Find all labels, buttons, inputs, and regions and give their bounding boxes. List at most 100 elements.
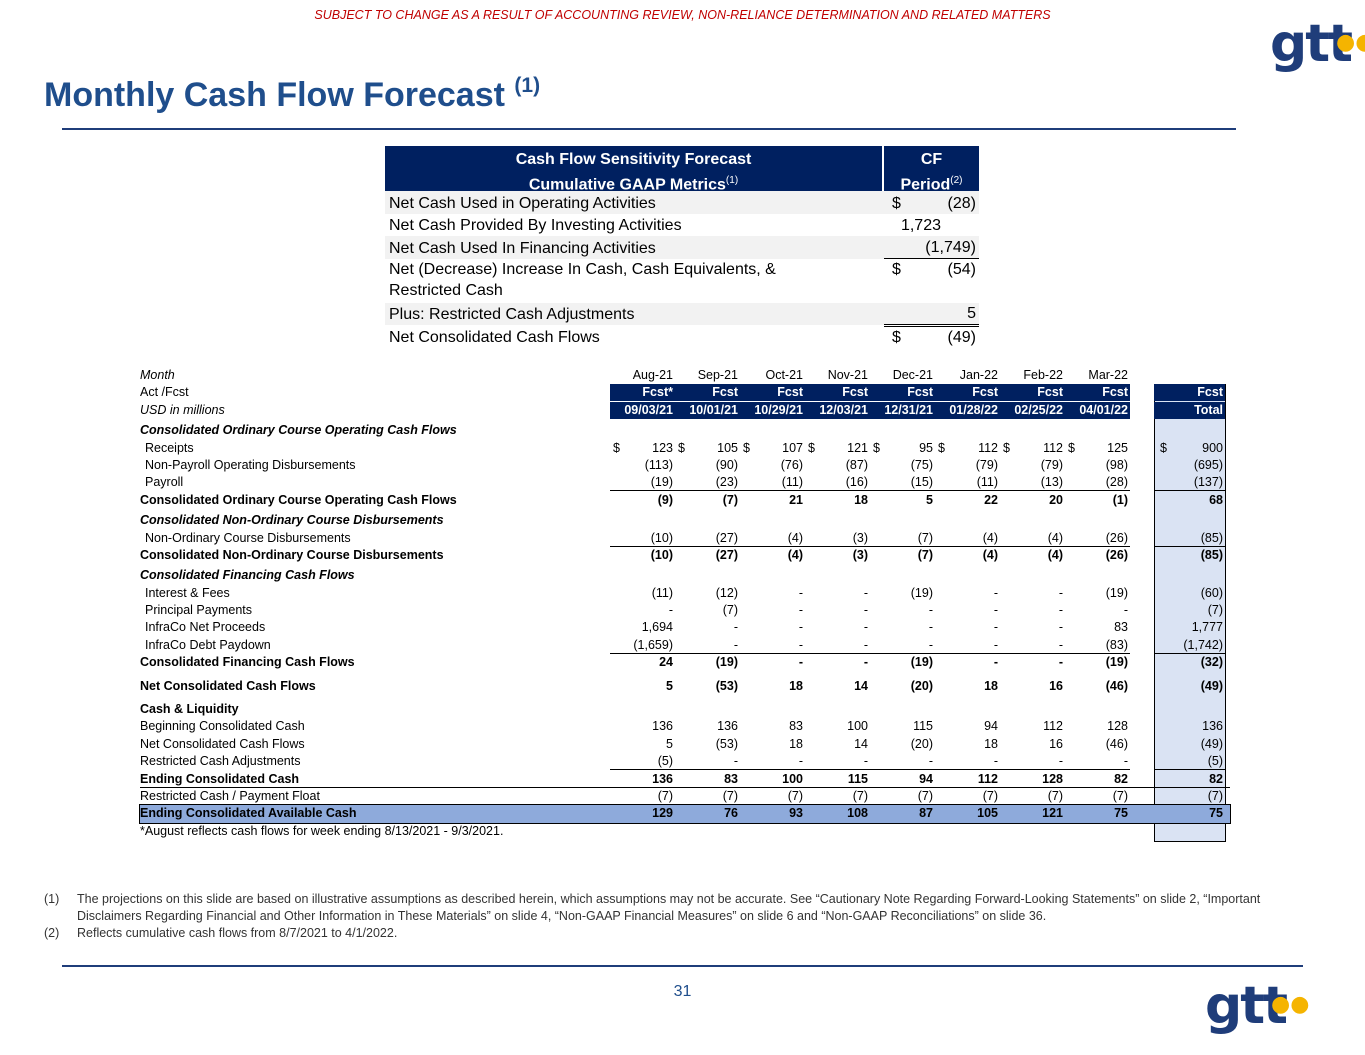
- date-label: 12/31/21: [870, 401, 935, 419]
- value-text: (4): [787, 530, 803, 545]
- value-text: (7): [917, 530, 933, 545]
- footer-divider: [62, 965, 1303, 967]
- value-text: 16: [1049, 678, 1063, 693]
- footnote-text: Reflects cumulative cash flows from 8/7/…: [77, 926, 398, 940]
- date-label: 12/03/21: [805, 401, 870, 419]
- cell-value: -: [870, 619, 935, 636]
- value-text: 5: [926, 492, 933, 507]
- value-text: (10): [650, 547, 673, 562]
- value-text: 83: [724, 771, 738, 786]
- cell-value: -: [935, 637, 1000, 654]
- cell-value: (46): [1065, 736, 1130, 753]
- row-label: *August reflects cash flows for week end…: [140, 823, 504, 838]
- table-row: InfraCo Debt Paydown (1,659) - - - - - - (83) (1,…: [140, 637, 1230, 654]
- cell-value: -: [675, 753, 740, 771]
- sensitivity-label: Net (Decrease) Increase In Cash, Cash Eq…: [389, 260, 776, 299]
- value-text: (7): [1047, 788, 1063, 803]
- value-text: 115: [913, 719, 933, 734]
- value-text: (4): [982, 547, 998, 562]
- sensitivity-value: $ (49): [884, 325, 979, 348]
- row-label: Net Consolidated Cash Flows: [140, 678, 316, 693]
- gtt-logo-top: gtt ●●: [1270, 18, 1365, 70]
- value-text: (113): [644, 457, 673, 472]
- cell-value: -: [740, 753, 805, 771]
- type-label: Fcst: [740, 384, 805, 402]
- cell-value: 136: [675, 718, 740, 735]
- cell-value: (7): [870, 530, 935, 547]
- value-text: (83): [1105, 637, 1128, 652]
- total-value: (85): [1154, 547, 1225, 564]
- dollar-sign: $: [892, 194, 901, 212]
- dollar-sign: $: [1068, 440, 1075, 455]
- cell-value: 105: [935, 805, 1000, 822]
- cell-value: (4): [740, 530, 805, 547]
- cell-value: (10): [610, 530, 675, 547]
- value-text: 112: [1043, 440, 1063, 455]
- value-text: (11): [976, 475, 998, 490]
- value-text: 76: [724, 806, 738, 821]
- value-text: -: [1058, 585, 1063, 600]
- total-value: 1,777: [1154, 619, 1225, 636]
- cell-value: (7): [675, 602, 740, 619]
- cell-value: 112: [935, 771, 1000, 788]
- cell-value: -: [935, 654, 1000, 671]
- type-label: Fcst*: [610, 384, 675, 402]
- value-text: (75): [910, 457, 933, 472]
- sensitivity-row: Plus: Restricted Cash Adjustments 5: [385, 302, 979, 325]
- cell-value: (13): [1000, 474, 1065, 492]
- dollar-sign: $: [1003, 440, 1010, 455]
- total-value: 82: [1154, 771, 1225, 788]
- value-text: -: [1058, 620, 1063, 635]
- title-divider: [62, 128, 1236, 130]
- value-text: -: [863, 620, 868, 635]
- value-text: 900: [1202, 440, 1223, 455]
- row-label: USD in millions: [140, 402, 225, 417]
- cell-value: 21: [740, 492, 805, 509]
- cell-value: (7): [1000, 788, 1065, 805]
- logo-dots: ●●: [1271, 992, 1310, 1017]
- total-value: 68: [1154, 492, 1225, 509]
- period-note: (2): [950, 175, 963, 186]
- cell-value: (5): [610, 753, 675, 771]
- total-value: (60): [1154, 585, 1225, 602]
- subtotal-row: Consolidated Ordinary Course Operating C…: [140, 492, 1230, 509]
- period-line2: Period: [900, 176, 951, 194]
- value-text: (1,659): [633, 637, 673, 652]
- value-text: -: [863, 637, 868, 652]
- sensitivity-header: Cash Flow Sensitivity Forecast Cumulativ…: [385, 146, 979, 194]
- cell-value: 115: [805, 771, 870, 788]
- cell-value: (26): [1065, 547, 1130, 564]
- value-text: (19): [650, 475, 673, 490]
- cell-value: 5: [870, 492, 935, 509]
- value-text: (49): [947, 328, 976, 346]
- date-label: 02/25/22: [1000, 401, 1065, 419]
- cell-value: (9): [610, 492, 675, 509]
- row-label: Restricted Cash / Payment Float: [140, 788, 320, 803]
- value-text: -: [863, 754, 868, 769]
- value-text: 1,777: [1191, 620, 1223, 635]
- value-text: 94: [919, 771, 933, 786]
- type-label: Fcst: [935, 384, 1000, 402]
- sensitivity-table: Cash Flow Sensitivity Forecast Cumulativ…: [385, 146, 979, 348]
- cell-value: (3): [805, 547, 870, 564]
- row-label: Month: [140, 368, 175, 382]
- cell-value: 5: [610, 736, 675, 753]
- total-label: Total: [1154, 401, 1225, 419]
- table-row: Non-Ordinary Course Disbursements (10) (27…: [140, 530, 1230, 547]
- sensitivity-row: Net Cash Provided By Investing Activitie…: [385, 214, 979, 237]
- sensitivity-header-line1: Cash Flow Sensitivity Forecast: [515, 151, 752, 168]
- cell-value: (53): [675, 736, 740, 753]
- value-text: (85): [1200, 530, 1223, 545]
- cell-value: 16: [1000, 736, 1065, 753]
- value-text: 14: [854, 678, 868, 693]
- cell-value: (28): [1065, 474, 1130, 492]
- cell-value: (79): [935, 457, 1000, 474]
- date-label: 04/01/22: [1065, 401, 1130, 419]
- cell-value: 18: [805, 492, 870, 509]
- cell-value: $112: [935, 440, 1000, 457]
- total-value: (49): [1154, 678, 1225, 695]
- footnote-text: The projections on this slide are based …: [77, 892, 1261, 923]
- value-text: -: [798, 655, 803, 670]
- cell-value: (83): [1065, 637, 1130, 654]
- cell-value: 83: [740, 718, 805, 735]
